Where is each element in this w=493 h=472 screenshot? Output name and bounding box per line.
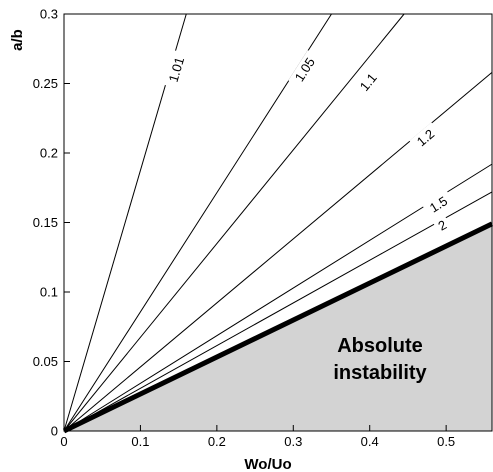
x-tick-label: 0: [60, 434, 67, 449]
contour-label-group: 1.5: [422, 190, 455, 219]
contour-label-gap: [352, 66, 384, 99]
y-tick-label: 0: [51, 424, 58, 439]
x-tick-label: 0.2: [208, 434, 226, 449]
region-label: Absolute instability: [333, 335, 427, 384]
region-label-line-2: instability: [333, 362, 427, 384]
contour-label-group: 1.2: [409, 122, 442, 153]
y-axis-title: a/b: [9, 29, 26, 51]
x-tick-label: 0.4: [361, 434, 379, 449]
contour-label-gap: [288, 50, 322, 90]
y-tick-label: 0.2: [40, 146, 58, 161]
y-tick-label: 0.1: [40, 285, 58, 300]
contour-line-2: [63, 191, 493, 432]
instability-boundary-line: [62, 221, 493, 434]
contour-label-gap: [422, 190, 455, 219]
y-tick-label: 0.15: [33, 215, 58, 230]
x-axis-title: Wo/Uo: [244, 456, 291, 472]
contour-label-gap: [432, 215, 453, 236]
x-tick-label: 0.5: [437, 434, 455, 449]
plot-area: 1.01 1.05 1.11.21.52 Absolute instability: [62, 13, 493, 434]
contour-label: 1.01: [166, 55, 188, 84]
x-tick-label: 0.1: [131, 434, 149, 449]
contour-line-1-1: [63, 13, 405, 432]
x-tick-label: 0.3: [284, 434, 302, 449]
contour-line-1-05: [63, 13, 332, 432]
contour-line-1-5: [63, 163, 493, 432]
contour-label-gap: [409, 122, 442, 153]
y-axis: 0 0.05 0.1 0.15 0.2 0.25 0.3: [33, 7, 70, 439]
contour-label-group: 1.05: [288, 50, 322, 90]
y-tick-label: 0.3: [40, 7, 58, 22]
x-axis: 0 0.1 0.2 0.3 0.4 0.5: [60, 425, 455, 449]
contour-label-gap: [163, 50, 190, 90]
contour-label-group: 2: [432, 215, 453, 236]
contour-label-group: 1.01: [163, 50, 190, 90]
y-tick-label: 0.05: [33, 354, 58, 369]
y-tick-label: 0.25: [33, 76, 58, 91]
region-label-line-1: Absolute: [337, 335, 423, 357]
